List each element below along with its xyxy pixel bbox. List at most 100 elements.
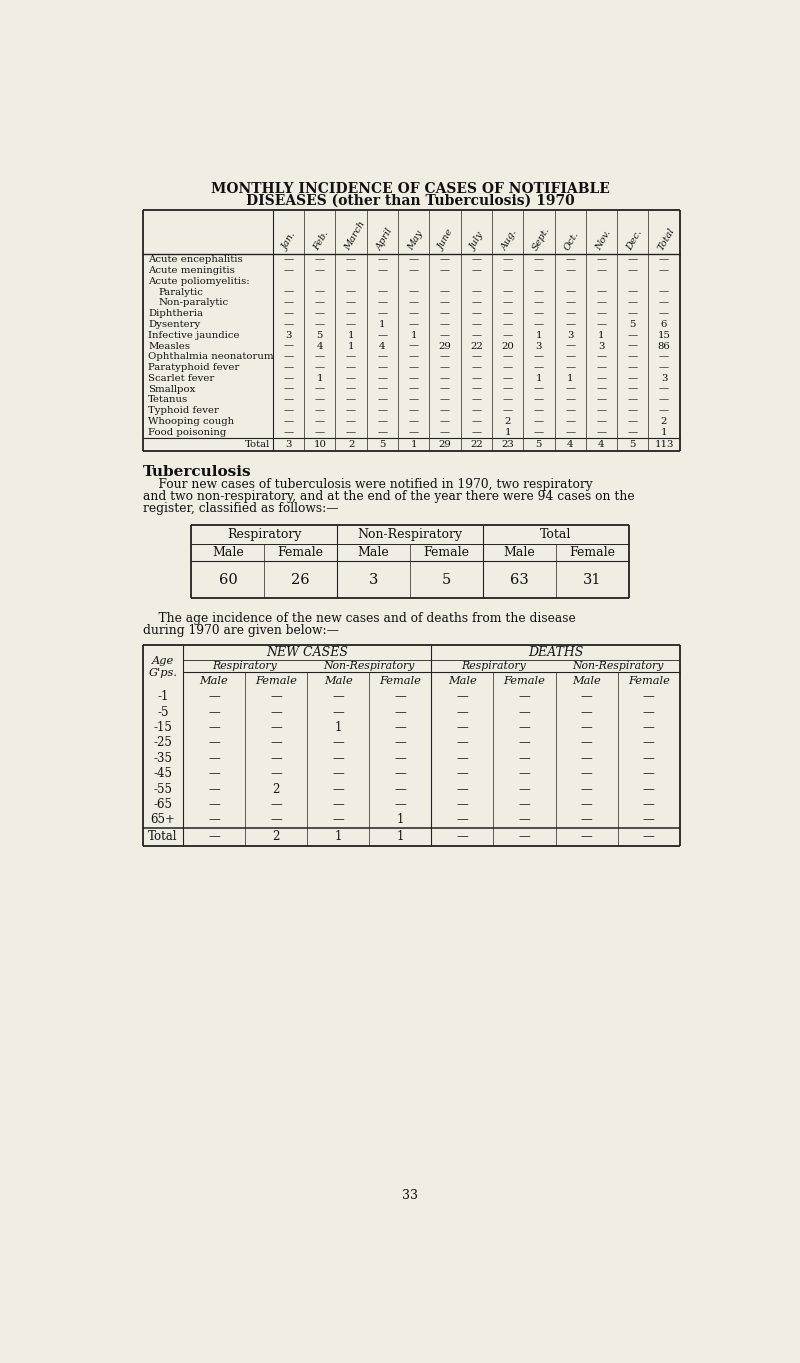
Text: Female: Female	[278, 547, 324, 559]
Text: —: —	[457, 690, 468, 703]
Text: —: —	[518, 782, 530, 796]
Text: —: —	[314, 320, 325, 328]
Text: —: —	[502, 373, 513, 383]
Text: Tetanus: Tetanus	[148, 395, 188, 405]
Text: —: —	[440, 320, 450, 328]
Text: —: —	[642, 706, 654, 718]
Text: —: —	[346, 384, 356, 394]
Text: 5: 5	[630, 320, 636, 328]
Text: The age incidence of the new cases and of deaths from the disease: The age incidence of the new cases and o…	[142, 612, 575, 626]
Text: 1: 1	[397, 830, 404, 844]
Text: —: —	[332, 736, 344, 750]
Text: Female: Female	[628, 676, 670, 686]
Text: Infective jaundice: Infective jaundice	[148, 331, 239, 339]
Text: —: —	[208, 736, 220, 750]
Text: Female: Female	[569, 547, 615, 559]
Text: —: —	[314, 417, 325, 427]
Text: —: —	[581, 690, 593, 703]
Text: —: —	[659, 363, 669, 372]
Text: Respiratory: Respiratory	[461, 661, 526, 671]
Text: 6: 6	[661, 320, 667, 328]
Text: —: —	[518, 814, 530, 826]
Text: —: —	[534, 417, 544, 427]
Text: —: —	[378, 298, 387, 308]
Text: 10: 10	[314, 440, 326, 450]
Text: —: —	[471, 320, 482, 328]
Text: —: —	[596, 428, 606, 436]
Text: —: —	[534, 309, 544, 318]
Text: —: —	[457, 830, 468, 844]
Text: —: —	[283, 255, 294, 264]
Text: —: —	[409, 384, 418, 394]
Text: 4: 4	[317, 342, 323, 350]
Text: Non-Respiratory: Non-Respiratory	[323, 661, 415, 671]
Text: —: —	[283, 395, 294, 405]
Text: Male: Male	[572, 676, 601, 686]
Text: —: —	[332, 767, 344, 780]
Text: —: —	[346, 255, 356, 264]
Text: —: —	[596, 384, 606, 394]
Text: —: —	[534, 428, 544, 436]
Text: —: —	[642, 767, 654, 780]
Text: —: —	[314, 384, 325, 394]
Text: —: —	[642, 690, 654, 703]
Text: —: —	[208, 706, 220, 718]
Text: -15: -15	[154, 721, 172, 735]
Text: —: —	[565, 288, 575, 297]
Text: —: —	[440, 373, 450, 383]
Text: —: —	[471, 288, 482, 297]
Text: —: —	[314, 298, 325, 308]
Text: 3: 3	[286, 440, 292, 450]
Text: —: —	[270, 721, 282, 735]
Text: —: —	[378, 417, 387, 427]
Text: —: —	[628, 417, 638, 427]
Text: —: —	[346, 352, 356, 361]
Text: Measles: Measles	[148, 342, 190, 350]
Text: Male: Male	[503, 547, 535, 559]
Text: —: —	[659, 288, 669, 297]
Text: —: —	[581, 706, 593, 718]
Text: Male: Male	[199, 676, 228, 686]
Text: —: —	[565, 309, 575, 318]
Text: —: —	[642, 721, 654, 735]
Text: —: —	[270, 799, 282, 811]
Text: —: —	[409, 363, 418, 372]
Text: —: —	[502, 266, 513, 275]
Text: Four new cases of tuberculosis were notified in 1970, two respiratory: Four new cases of tuberculosis were noti…	[142, 478, 592, 492]
Text: —: —	[502, 384, 513, 394]
Text: —: —	[378, 352, 387, 361]
Text: —: —	[628, 331, 638, 339]
Text: —: —	[346, 406, 356, 416]
Text: April: April	[374, 226, 394, 252]
Text: —: —	[596, 309, 606, 318]
Text: —: —	[659, 352, 669, 361]
Text: —: —	[283, 428, 294, 436]
Text: —: —	[440, 266, 450, 275]
Text: —: —	[332, 706, 344, 718]
Text: Paralytic: Paralytic	[158, 288, 203, 297]
Text: Aug.: Aug.	[500, 228, 519, 252]
Text: Jan.: Jan.	[281, 232, 298, 252]
Text: —: —	[596, 266, 606, 275]
Text: 4: 4	[567, 440, 574, 450]
Text: 1: 1	[410, 331, 417, 339]
Text: 3: 3	[536, 342, 542, 350]
Text: —: —	[565, 363, 575, 372]
Text: —: —	[378, 406, 387, 416]
Text: Female: Female	[503, 676, 546, 686]
Text: —: —	[471, 309, 482, 318]
Text: —: —	[518, 706, 530, 718]
Text: —: —	[565, 428, 575, 436]
Text: —: —	[502, 352, 513, 361]
Text: June: June	[437, 229, 456, 252]
Text: 1: 1	[317, 373, 323, 383]
Text: —: —	[394, 721, 406, 735]
Text: —: —	[628, 255, 638, 264]
Text: —: —	[346, 395, 356, 405]
Text: 26: 26	[291, 572, 310, 586]
Text: Nov.: Nov.	[594, 229, 612, 252]
Text: 5: 5	[536, 440, 542, 450]
Text: —: —	[659, 384, 669, 394]
Text: 33: 33	[402, 1189, 418, 1202]
Text: —: —	[440, 352, 450, 361]
